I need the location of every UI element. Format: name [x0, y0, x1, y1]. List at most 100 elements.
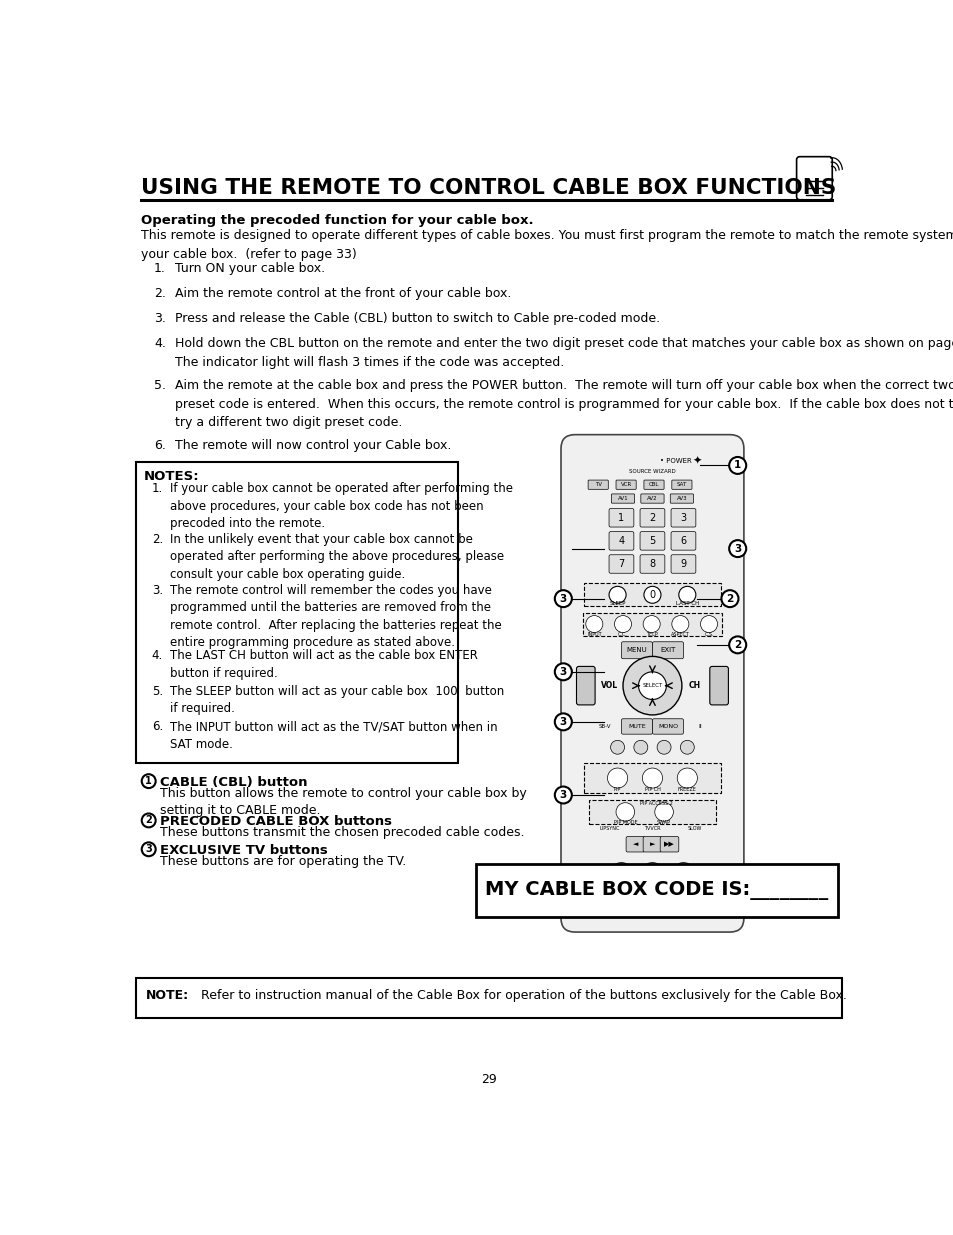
FancyBboxPatch shape	[611, 494, 634, 503]
FancyBboxPatch shape	[560, 435, 743, 932]
Text: 2.: 2.	[154, 288, 166, 300]
Text: ▶▶: ▶▶	[663, 841, 674, 847]
FancyBboxPatch shape	[639, 509, 664, 527]
FancyBboxPatch shape	[576, 667, 595, 705]
Text: HITACHI: HITACHI	[623, 897, 679, 910]
Circle shape	[671, 615, 688, 632]
Text: The remote will now control your Cable box.: The remote will now control your Cable b…	[174, 440, 451, 452]
Bar	[583, 763, 720, 793]
Text: CBL: CBL	[648, 482, 659, 487]
Text: ASPECT: ASPECT	[670, 631, 689, 636]
Text: 1: 1	[145, 776, 152, 787]
Text: 0: 0	[649, 590, 655, 600]
Circle shape	[679, 587, 695, 603]
Text: II: II	[698, 724, 701, 729]
Bar	[583, 583, 720, 606]
Text: 6.: 6.	[154, 440, 166, 452]
Text: 6: 6	[679, 536, 686, 546]
Text: SWAP: SWAP	[657, 820, 670, 825]
Circle shape	[728, 636, 745, 653]
Text: 3: 3	[733, 543, 740, 553]
Circle shape	[555, 787, 571, 804]
Text: MONO: MONO	[658, 724, 678, 729]
Text: SAT: SAT	[676, 482, 686, 487]
Text: EXIT: EXIT	[659, 647, 675, 653]
Text: SLOW: SLOW	[687, 826, 701, 831]
FancyBboxPatch shape	[639, 555, 664, 573]
Text: INPUT: INPUT	[586, 631, 601, 636]
Text: PIP MODE: PIP MODE	[613, 820, 637, 825]
Bar	[136, 978, 841, 1019]
Text: CH: CH	[688, 682, 700, 690]
Text: C.C.: C.C.	[618, 631, 627, 636]
Text: 4.: 4.	[154, 337, 166, 351]
FancyBboxPatch shape	[608, 509, 633, 527]
Text: 8: 8	[649, 559, 655, 569]
Text: TELP: TELP	[645, 631, 657, 636]
FancyBboxPatch shape	[642, 836, 661, 852]
Text: ■: ■	[646, 871, 657, 881]
Text: These buttons are for operating the TV.: These buttons are for operating the TV.	[160, 855, 406, 868]
Text: 3: 3	[559, 790, 566, 800]
Text: 5.: 5.	[152, 685, 163, 698]
FancyBboxPatch shape	[620, 642, 652, 658]
Circle shape	[607, 768, 627, 788]
Text: If your cable box cannot be operated after performing the
above procedures, your: If your cable box cannot be operated aft…	[171, 483, 513, 530]
Text: 3: 3	[559, 716, 566, 727]
Text: SELECT: SELECT	[641, 683, 662, 688]
Circle shape	[643, 587, 660, 603]
FancyBboxPatch shape	[640, 494, 663, 503]
FancyBboxPatch shape	[620, 719, 652, 734]
Text: MENU: MENU	[626, 647, 647, 653]
Circle shape	[555, 714, 571, 730]
Circle shape	[677, 768, 697, 788]
Text: 2: 2	[733, 640, 740, 650]
Circle shape	[670, 863, 695, 888]
Text: 3: 3	[559, 594, 566, 604]
Text: These buttons transmit the chosen precoded cable codes.: These buttons transmit the chosen precod…	[160, 826, 524, 839]
FancyBboxPatch shape	[587, 480, 608, 489]
Text: PIP ACCESS 2: PIP ACCESS 2	[639, 802, 672, 806]
Circle shape	[728, 457, 745, 474]
Circle shape	[633, 740, 647, 755]
Text: 3: 3	[145, 845, 152, 855]
Circle shape	[616, 803, 634, 821]
Text: Aim the remote at the cable box and press the POWER button.  The remote will tur: Aim the remote at the cable box and pres…	[174, 379, 953, 430]
Text: 3: 3	[559, 667, 566, 677]
Text: CABLE (CBL) button: CABLE (CBL) button	[160, 776, 308, 789]
Circle shape	[614, 615, 631, 632]
Circle shape	[657, 740, 670, 755]
FancyBboxPatch shape	[616, 480, 636, 489]
Text: LAST CH: LAST CH	[675, 600, 699, 606]
FancyBboxPatch shape	[639, 531, 664, 550]
Text: PIP: PIP	[614, 787, 620, 792]
Circle shape	[142, 842, 155, 856]
Circle shape	[639, 863, 664, 888]
Circle shape	[142, 814, 155, 827]
FancyBboxPatch shape	[671, 480, 691, 489]
Text: NOTES:: NOTES:	[144, 471, 199, 483]
Circle shape	[608, 587, 625, 603]
Text: Hold down the CBL button on the remote and enter the two digit preset code that : Hold down the CBL button on the remote a…	[174, 337, 953, 369]
Text: 3.: 3.	[154, 312, 166, 325]
Text: 9: 9	[679, 559, 686, 569]
Text: 4: 4	[618, 536, 624, 546]
Text: Press and release the Cable (CBL) button to switch to Cable pre-coded mode.: Press and release the Cable (CBL) button…	[174, 312, 659, 325]
FancyBboxPatch shape	[643, 480, 663, 489]
Text: MY CABLE BOX CODE IS:________: MY CABLE BOX CODE IS:________	[484, 881, 827, 900]
Text: 6.: 6.	[152, 720, 163, 734]
Text: • POWER: • POWER	[659, 458, 691, 464]
Text: Operating the precoded function for your cable box.: Operating the precoded function for your…	[141, 214, 533, 227]
Text: In the unlikely event that your cable box cannot be
operated after performing th: In the unlikely event that your cable bo…	[171, 534, 504, 580]
Text: The remote control will remember the codes you have
programmed until the batteri: The remote control will remember the cod…	[171, 584, 501, 650]
Text: 7: 7	[618, 559, 624, 569]
Text: The LAST CH button will act as the cable box ENTER
button if required.: The LAST CH button will act as the cable…	[171, 650, 477, 679]
Text: SLEEP: SLEEP	[609, 600, 625, 606]
Text: PRECODED CABLE BOX buttons: PRECODED CABLE BOX buttons	[160, 815, 392, 827]
FancyBboxPatch shape	[652, 719, 682, 734]
FancyBboxPatch shape	[608, 555, 633, 573]
Text: 5: 5	[649, 536, 655, 546]
Circle shape	[585, 615, 602, 632]
Text: 1.: 1.	[152, 483, 163, 495]
Text: REC: REC	[616, 885, 626, 890]
